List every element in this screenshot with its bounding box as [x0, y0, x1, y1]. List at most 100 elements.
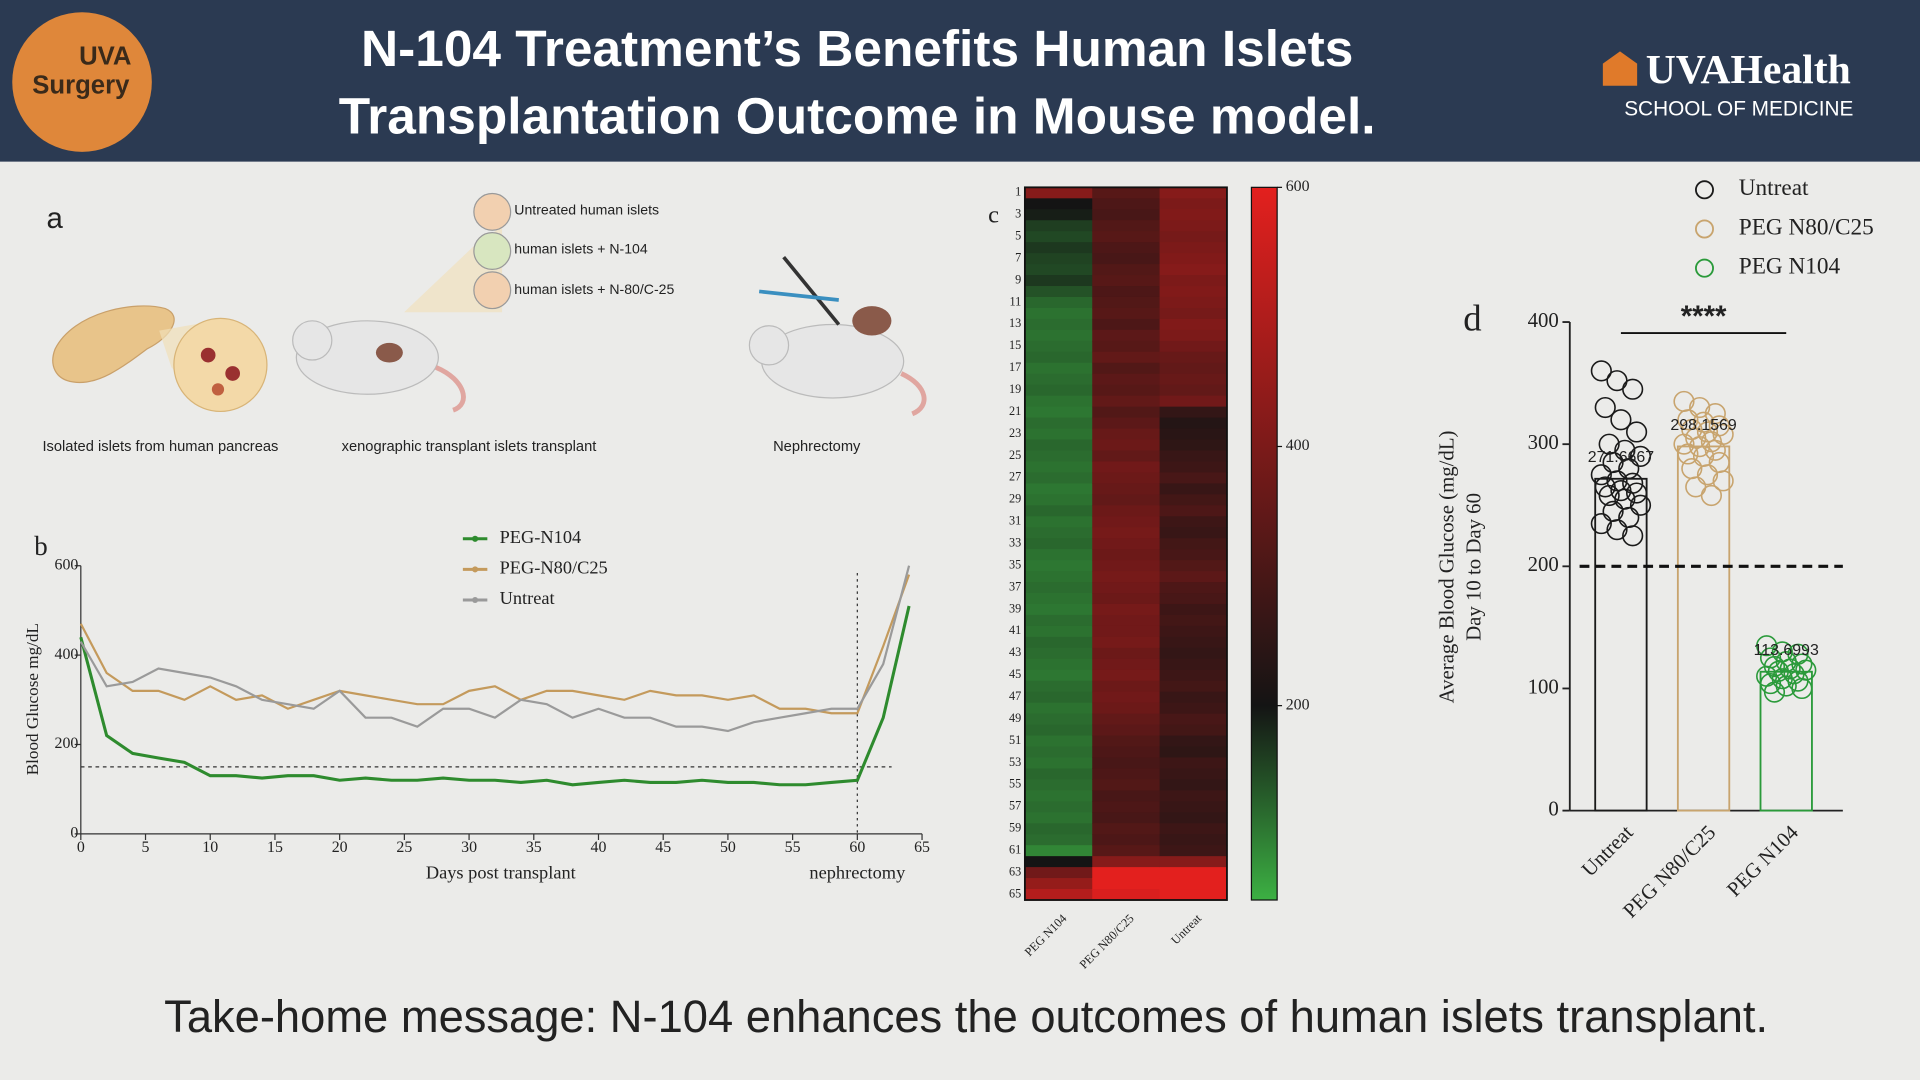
- heat-cell: [1159, 669, 1228, 682]
- panel-label: d: [1463, 297, 1481, 338]
- heat-cell: [1159, 823, 1228, 835]
- heat-cell: [1092, 636, 1161, 649]
- data-point: [1590, 360, 1612, 382]
- brand: UVAHealth: [1646, 47, 1851, 93]
- y-tick-label: 600: [55, 556, 79, 573]
- data-point: [1696, 464, 1719, 486]
- heat-cell: [1092, 724, 1161, 737]
- heat-cell: [1024, 209, 1093, 221]
- heat-cell: [1024, 735, 1093, 748]
- mouse-tail: [434, 365, 466, 413]
- islet-label: human islets + N-104: [514, 241, 648, 257]
- heat-cell: [1159, 362, 1228, 375]
- heat-cell: [1092, 373, 1161, 386]
- heat-cell: [1159, 406, 1228, 419]
- row-label: 45: [1009, 667, 1021, 681]
- row-label: 31: [1009, 514, 1021, 528]
- x-tick-label: 5: [142, 839, 150, 856]
- heat-cell: [1024, 538, 1093, 550]
- heatmap-frame: [1023, 186, 1228, 901]
- x-tick-label: 30: [461, 839, 477, 856]
- heat-cell: [1092, 823, 1161, 835]
- heat-cell: [1024, 406, 1093, 419]
- heat-cell: [1092, 351, 1161, 364]
- legend-marker: [472, 535, 479, 542]
- data-point: [1791, 677, 1813, 700]
- mouse-tail: [900, 371, 927, 417]
- heat-cell: [1159, 746, 1228, 759]
- heat-cell: [1092, 625, 1161, 638]
- data-point: [1629, 445, 1652, 467]
- legend-label: PEG-N104: [500, 527, 582, 547]
- heat-cell: [1092, 494, 1161, 506]
- heat-cell: [1024, 329, 1093, 342]
- data-point: [1590, 464, 1612, 486]
- heat-cell: [1092, 680, 1161, 693]
- row-label: 3: [1015, 207, 1021, 221]
- row-label: 47: [1009, 689, 1021, 703]
- y-tick-label: 200: [55, 735, 79, 752]
- heat-cell: [1092, 209, 1161, 221]
- data-point: [1756, 635, 1778, 657]
- legend-label: Untreat: [500, 588, 555, 608]
- heat-cell: [1024, 264, 1093, 276]
- heat-cell: [1092, 845, 1161, 857]
- heat-cell: [1159, 505, 1228, 517]
- heat-cell: [1092, 318, 1161, 331]
- heat-cell: [1092, 472, 1161, 484]
- kidney: [375, 342, 403, 363]
- row-label: 43: [1009, 645, 1021, 659]
- heat-cell: [1159, 779, 1228, 791]
- heat-cell: [1159, 472, 1228, 484]
- kidney: [852, 306, 892, 336]
- heat-cell: [1159, 516, 1228, 528]
- heat-cell: [1092, 242, 1161, 254]
- heat-cell: [1092, 275, 1161, 287]
- heat-cell: [1159, 713, 1228, 726]
- x-tick-label: PEG N104: [1722, 820, 1804, 902]
- legend-marker: [472, 566, 479, 573]
- x-tick-label: 55: [785, 839, 801, 856]
- colorbar: [1250, 186, 1278, 901]
- heat-cell: [1024, 461, 1093, 474]
- y-axis-title: Blood Glucose mg/dL: [23, 623, 42, 775]
- y-tick-label: 0: [1548, 796, 1558, 820]
- data-point: [1673, 390, 1695, 413]
- islet-dish: [473, 232, 512, 270]
- heat-cell: [1092, 549, 1161, 561]
- heat-cell: [1024, 647, 1093, 660]
- heat-cell: [1159, 253, 1228, 265]
- heat-cell: [1024, 889, 1093, 901]
- heat-cell: [1159, 483, 1228, 495]
- heat-cell: [1024, 680, 1093, 693]
- row-label: 5: [1015, 228, 1021, 242]
- heat-cell: [1159, 198, 1228, 210]
- data-point: [1622, 525, 1644, 547]
- data-point: [1618, 506, 1640, 529]
- heat-cell: [1159, 242, 1228, 254]
- data-point: [1763, 681, 1786, 703]
- data-point: [1673, 433, 1695, 455]
- series-line: [79, 565, 911, 733]
- data-point: [1629, 494, 1652, 516]
- heat-cell: [1159, 878, 1228, 890]
- row-label: 37: [1009, 579, 1021, 593]
- heat-cell: [1024, 724, 1093, 737]
- heat-cell: [1024, 823, 1093, 835]
- heat-cell: [1092, 593, 1161, 605]
- heat-cell: [1092, 538, 1161, 550]
- heat-cell: [1024, 790, 1093, 802]
- heat-cell: [1092, 801, 1161, 813]
- legend-label: Untreat: [1739, 175, 1809, 201]
- heat-cell: [1159, 724, 1228, 737]
- islet-cluster: [173, 317, 268, 413]
- take-home: Take-home message: N-104 enhances the ou…: [164, 991, 1768, 1042]
- heat-cell: [1024, 713, 1093, 726]
- heat-cell: [1024, 691, 1093, 704]
- x-tick-label: 50: [720, 839, 736, 856]
- heat-cell: [1024, 428, 1093, 441]
- heat-cell: [1159, 834, 1228, 846]
- heat-cell: [1024, 779, 1093, 791]
- heat-cell: [1092, 527, 1161, 539]
- heat-cell: [1024, 340, 1093, 353]
